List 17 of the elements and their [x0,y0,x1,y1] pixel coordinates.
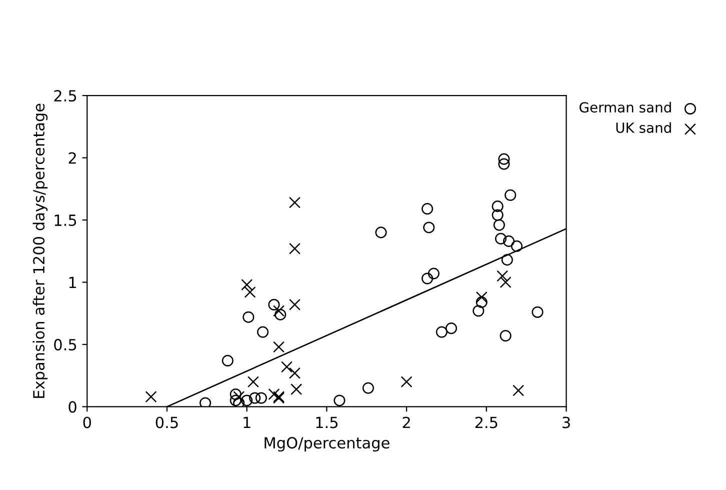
x-tick-label: 0 [83,416,91,428]
legend-label: German sand [580,102,671,113]
x-tick-label: 0.5 [156,416,178,428]
x-tick-label: 2 [402,416,410,428]
x-tick-label: 1 [244,416,250,428]
x-tick-label: 1.5 [316,416,338,428]
y-tick-label: 0.5 [54,338,76,350]
y-tick-label: 1 [69,276,76,288]
y-axis-title: Expansion after 1200 days/percentage [32,104,48,398]
x-tick-label: 3 [562,416,570,428]
legend-label: UK sand [616,122,671,133]
x-axis-title: MgO/percentage [264,437,390,452]
y-tick-label: 2 [68,152,76,164]
x-tick-label: 2.5 [475,416,498,428]
y-tick-label: 1.5 [54,214,76,226]
y-tick-label: 0 [68,401,76,413]
y-tick-label: 2.5 [54,90,76,102]
